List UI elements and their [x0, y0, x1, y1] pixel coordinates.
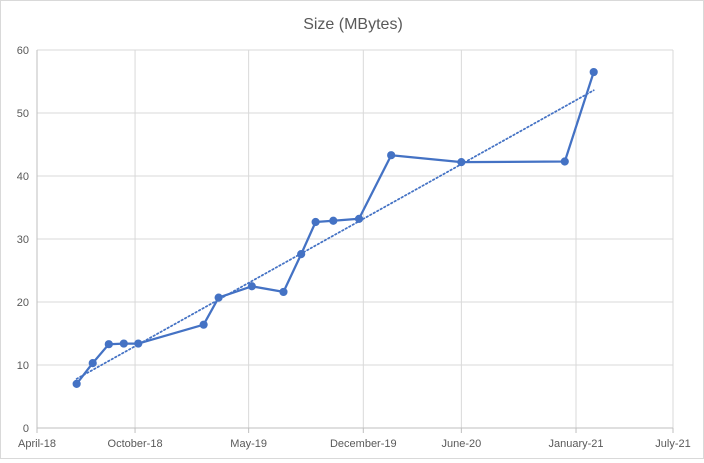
data-point-marker	[247, 282, 256, 291]
gridlines	[37, 49, 674, 428]
data-point-marker	[214, 293, 223, 302]
y-axis-tick-labels: 0 10 20 30 40 50 60	[17, 45, 29, 435]
y-tick-label: 60	[17, 45, 29, 57]
data-point-marker	[354, 214, 364, 223]
y-tick-label: 0	[23, 423, 29, 435]
x-tick-label: July-21	[655, 438, 690, 450]
data-point-marker	[279, 287, 288, 297]
x-tick-label: January-21	[548, 438, 603, 450]
x-tick-label: October-18	[108, 438, 163, 450]
y-tick-label: 50	[17, 108, 29, 120]
data-point-marker	[387, 151, 396, 160]
y-tick-label: 30	[17, 234, 29, 246]
trendline-layer	[75, 89, 595, 380]
data-point-marker	[560, 157, 569, 166]
x-tick-label: May-19	[230, 438, 267, 450]
data-point-marker	[297, 250, 306, 259]
data-point-marker	[134, 339, 143, 348]
data-point-marker	[88, 359, 97, 368]
linear-trendline	[75, 89, 595, 380]
y-tick-label: 10	[17, 360, 29, 372]
y-tick-label: 20	[17, 297, 29, 309]
chart-title: Size (MBytes)	[303, 16, 403, 33]
data-point-marker	[329, 216, 338, 225]
data-point-marker	[119, 339, 128, 348]
y-tick-label: 40	[17, 171, 29, 183]
data-point-marker	[311, 217, 320, 227]
series-layer	[72, 67, 598, 388]
data-point-marker	[457, 158, 466, 167]
x-axis-tick-labels: April-18 October-18 May-19 December-19 June-…	[18, 438, 691, 450]
series-line	[75, 71, 595, 385]
x-tick-label: December-19	[330, 438, 397, 450]
axes	[36, 50, 674, 433]
data-point-marker	[104, 340, 113, 349]
data-point-marker	[72, 379, 81, 388]
data-point-marker	[589, 67, 598, 77]
data-point-marker	[199, 320, 208, 329]
x-tick-label: June-20	[441, 438, 481, 450]
x-tick-label: April-18	[18, 438, 56, 450]
